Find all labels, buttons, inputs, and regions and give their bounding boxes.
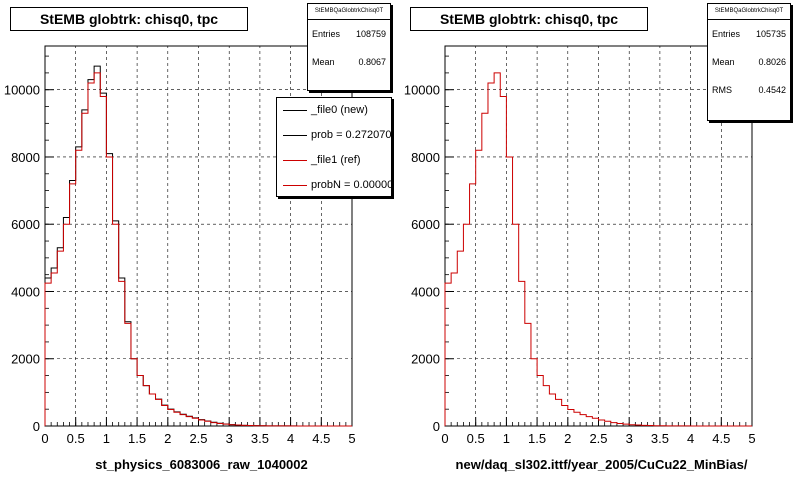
left-plot-title: StEMB globtrk: chisq0, tpc (10, 7, 248, 31)
x-tick-label: 3 (226, 431, 233, 446)
y-tick-label: 4000 (411, 284, 440, 299)
legend-label: _file1 (ref) (311, 154, 361, 166)
x-tick-label: 4 (687, 431, 694, 446)
stat-label: RMS (712, 85, 732, 95)
y-tick-label: 8000 (11, 150, 40, 165)
x-tick-label: 2 (164, 431, 171, 446)
x-tick-label: 1.5 (528, 431, 546, 446)
legend-swatch (283, 135, 307, 136)
y-tick-label: 10000 (404, 83, 440, 98)
legend-swatch (283, 185, 307, 186)
legend-swatch (283, 160, 307, 161)
y-tick-label: 10000 (4, 83, 40, 98)
x-tick-label: 0.5 (467, 431, 485, 446)
stat-value: 105735 (755, 29, 786, 39)
y-tick-label: 6000 (11, 217, 40, 232)
x-tick-label: 5 (348, 431, 355, 446)
x-tick-label: 3.5 (651, 431, 669, 446)
right-stats-box: StEMBQaGlobtrkChisq0T Entries 105735 Mea… (707, 3, 791, 121)
legend-label: _file0 (new) (311, 104, 368, 116)
x-tick-label: 4 (287, 431, 294, 446)
stat-value: 0.8067 (358, 57, 386, 67)
left-stats-mean: Mean 0.8067 (308, 48, 390, 76)
x-tick-label: 2.5 (589, 431, 607, 446)
x-tick-label: 2 (564, 431, 571, 446)
legend-swatch (283, 110, 307, 111)
y-tick-label: 0 (433, 419, 440, 434)
right-stats-rms: RMS 0.4542 (708, 76, 790, 104)
y-tick-label: 2000 (11, 352, 40, 367)
histogram-series-line (44, 72, 352, 427)
legend-label: probN = 0.000000 (311, 179, 392, 191)
x-tick-label: 5 (748, 431, 755, 446)
right-stats-entries: Entries 105735 (708, 20, 790, 48)
stat-value: 0.4542 (758, 85, 786, 95)
x-tick-label: 0 (441, 431, 448, 446)
histogram-series-line (444, 72, 752, 427)
legend-entry: prob = 0.272070 (277, 123, 391, 148)
y-tick-label: 8000 (411, 150, 440, 165)
x-axis-label: new/daq_sl302.ittf/year_2005/CuCu22_MinB… (456, 457, 748, 472)
right-stats-mean: Mean 0.8026 (708, 48, 790, 76)
x-tick-label: 1.5 (128, 431, 146, 446)
left-stats-name: StEMBQaGlobtrkChisq0T (308, 4, 390, 20)
x-tick-label: 3 (626, 431, 633, 446)
x-tick-label: 1 (103, 431, 110, 446)
right-histogram-panel: 0 0.5 1 1.5 2 2.5 3 3.5 4 4.5 5 0 2000 4000 6000 8000 10… (404, 45, 756, 472)
left-stats-entries: Entries 108759 (308, 20, 390, 48)
legend-entry: probN = 0.000000 (277, 173, 392, 196)
x-axis-label: st_physics_6083006_raw_1040002 (95, 457, 308, 472)
y-tick-label: 6000 (411, 217, 440, 232)
x-tick-label: 2.5 (189, 431, 207, 446)
x-tick-label: 0.5 (67, 431, 85, 446)
legend-entry: _file1 (ref) (277, 148, 391, 173)
legend-label: prob = 0.272070 (311, 129, 392, 141)
y-tick-label: 0 (33, 419, 40, 434)
stat-label: Entries (312, 29, 341, 39)
right-stats-name: StEMBQaGlobtrkChisq0T (708, 4, 790, 20)
stat-value: 0.8026 (758, 57, 786, 67)
stat-label: Mean (312, 57, 335, 67)
y-tick-label: 4000 (11, 284, 40, 299)
x-tick-label: 1 (503, 431, 510, 446)
stat-label: Entries (712, 29, 741, 39)
stat-label: Mean (712, 57, 735, 67)
y-tick-label: 2000 (411, 352, 440, 367)
legend-entry: _file0 (new) (277, 98, 391, 123)
left-stats-box: StEMBQaGlobtrkChisq0T Entries 108759 Mea… (307, 3, 391, 91)
x-tick-label: 0 (41, 431, 48, 446)
x-tick-label: 3.5 (251, 431, 269, 446)
left-legend: _file0 (new) prob = 0.272070 _file1 (ref… (276, 97, 392, 197)
x-tick-label: 4.5 (312, 431, 330, 446)
x-tick-label: 4.5 (712, 431, 730, 446)
plot-frame (444, 45, 753, 427)
right-plot-title: StEMB globtrk: chisq0, tpc (410, 7, 648, 31)
stat-value: 108759 (355, 29, 386, 39)
